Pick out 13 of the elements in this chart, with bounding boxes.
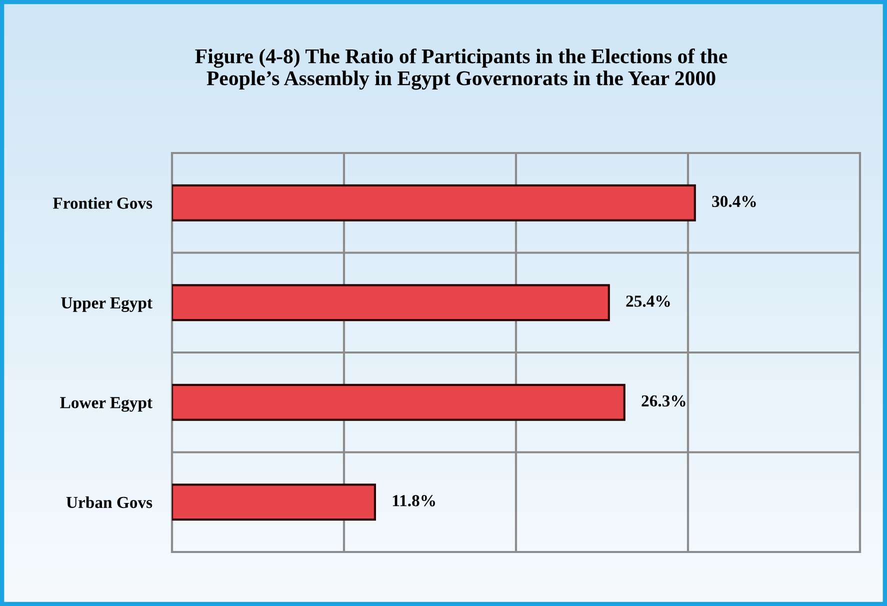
bar — [172, 484, 376, 521]
y-tick-label: Lower Egypt — [60, 397, 152, 412]
bar — [172, 384, 626, 421]
bar — [172, 184, 696, 222]
data-label: 30.4% — [712, 196, 756, 208]
data-label: 26.3% — [642, 395, 686, 407]
y-tick-label: Frontier Govs — [52, 197, 152, 209]
y-tick-label: Urban Govs — [66, 496, 152, 508]
chart-title: Figure (4-8) The Ratio of Participants in the Elections of the People’s Assembly in Egypt Governorats in the Year 2000 — [195, 48, 728, 90]
data-label: 25.4% — [626, 296, 670, 307]
bar — [172, 284, 610, 322]
data-label: 11.8% — [392, 495, 435, 506]
y-tick-label: Upper Egypt — [61, 297, 152, 312]
